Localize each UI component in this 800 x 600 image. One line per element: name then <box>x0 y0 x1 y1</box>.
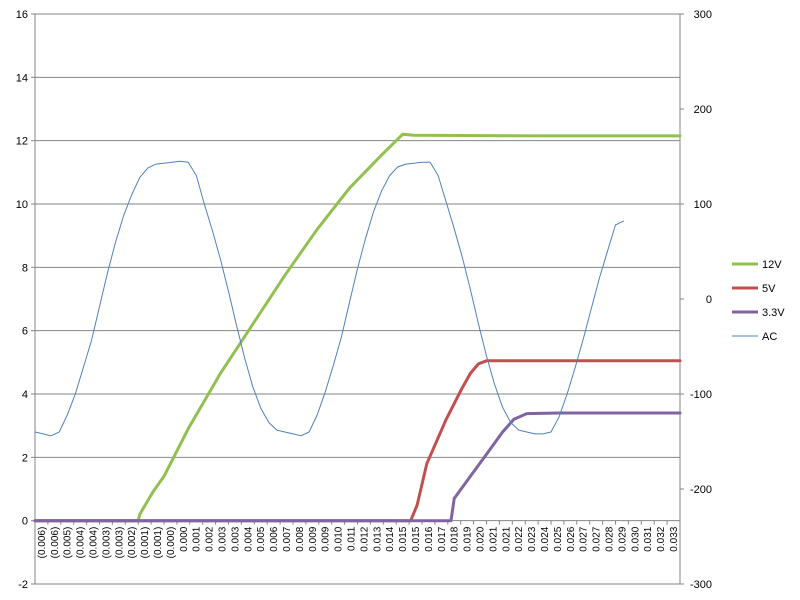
x-tick-label: 0.004 <box>243 526 254 551</box>
legend-label: 12V <box>762 259 782 271</box>
x-tick-label: 0.013 <box>372 526 383 551</box>
x-tick-label: 0.021 <box>488 526 499 551</box>
left-tick-label: 14 <box>16 72 28 84</box>
series-line-ac <box>34 160 625 437</box>
left-tick-label: 10 <box>16 199 28 211</box>
series-line-3-3v <box>33 411 682 523</box>
x-tick-label: 0.000 <box>179 526 190 551</box>
x-tick-label: 0.031 <box>643 526 654 551</box>
x-tick-label: 0.003 <box>230 526 241 551</box>
legend: 12V 5V 3.3V AC <box>732 259 785 343</box>
x-tick-label: 0.032 <box>656 526 667 551</box>
right-tick-label: 0 <box>706 294 712 306</box>
left-tick-label: 2 <box>22 452 28 464</box>
x-tick-label: 0.021 <box>501 526 512 551</box>
right-tick-label: 100 <box>694 199 712 211</box>
x-tick-label: 0.003 <box>218 526 229 551</box>
right-axis-ticks: -300 -200 -100 0 100 200 300 <box>680 9 712 591</box>
x-tick-label: 0.008 <box>295 526 306 551</box>
left-tick-label: 4 <box>22 389 28 401</box>
x-tick-label: 0.030 <box>630 526 641 551</box>
x-tick-label: (0.001) <box>140 527 151 559</box>
x-tick-label: 0.019 <box>463 526 474 551</box>
x-axis-ticks: (0.006) (0.006) (0.005) (0.004) (0.004) (0.00… <box>34 520 680 559</box>
x-tick-label: 0.001 <box>192 526 203 551</box>
x-tick-label: (0.002) <box>127 527 138 559</box>
x-tick-label: (0.003) <box>101 527 112 559</box>
legend-label: AC <box>762 331 777 343</box>
x-tick-label: 0.005 <box>256 526 267 551</box>
right-tick-label: 200 <box>694 104 712 116</box>
x-tick-label: 0.015 <box>411 526 422 551</box>
series-line-12v <box>33 132 682 523</box>
left-tick-label: 12 <box>16 136 28 148</box>
left-tick-label: 0 <box>22 516 28 528</box>
x-tick-label: (0.003) <box>114 527 125 559</box>
x-tick-label: 0.006 <box>269 526 280 551</box>
x-tick-label: 0.024 <box>540 526 551 551</box>
left-tick-label: 6 <box>22 326 28 338</box>
left-axis-ticks: -2 0 2 4 6 8 10 12 14 16 <box>16 9 35 591</box>
x-tick-label: (0.006) <box>37 527 48 559</box>
x-tick-label: 0.011 <box>347 526 358 551</box>
x-tick-label: 0.027 <box>579 526 590 551</box>
x-tick-label: 0.015 <box>398 526 409 551</box>
x-tick-label: 0.026 <box>566 526 577 551</box>
x-tick-label: (0.006) <box>50 527 61 559</box>
x-tick-label: (0.001) <box>153 527 164 559</box>
x-tick-label: 0.028 <box>605 526 616 551</box>
x-tick-label: 0.012 <box>359 526 370 551</box>
x-tick-label: 0.018 <box>450 526 461 551</box>
x-tick-label: 0.023 <box>527 526 538 551</box>
x-tick-label: 0.022 <box>514 526 525 551</box>
x-tick-label: (0.005) <box>63 527 74 559</box>
x-tick-label: (0.000) <box>166 527 177 559</box>
legend-label: 3.3V <box>762 307 785 319</box>
left-tick-label: -2 <box>18 579 28 591</box>
right-tick-label: 300 <box>694 9 712 21</box>
x-tick-label: 0.009 <box>321 526 332 551</box>
right-tick-label: -300 <box>690 579 712 591</box>
x-tick-label: 0.017 <box>437 526 448 551</box>
x-tick-label: 0.009 <box>308 526 319 551</box>
x-tick-label: 0.029 <box>617 526 628 551</box>
x-tick-label: 0.010 <box>334 526 345 551</box>
x-tick-label: 0.027 <box>592 526 603 551</box>
right-tick-label: -100 <box>690 389 712 401</box>
x-tick-label: 0.016 <box>424 526 435 551</box>
right-tick-label: -200 <box>690 484 712 496</box>
x-tick-label: 0.020 <box>476 526 487 551</box>
series-lines <box>33 132 682 523</box>
left-tick-label: 16 <box>16 9 28 21</box>
x-tick-label: 0.025 <box>553 526 564 551</box>
x-tick-label: (0.004) <box>89 527 100 559</box>
legend-label: 5V <box>762 283 776 295</box>
series-line-5v <box>33 359 682 523</box>
x-tick-label: (0.004) <box>76 527 87 559</box>
x-tick-label: 0.007 <box>282 526 293 551</box>
left-tick-label: 8 <box>22 262 28 274</box>
x-tick-label: 0.014 <box>385 526 396 551</box>
gridlines <box>35 13 680 585</box>
x-tick-label: 0.033 <box>669 526 680 551</box>
x-tick-label: 0.002 <box>205 526 216 551</box>
